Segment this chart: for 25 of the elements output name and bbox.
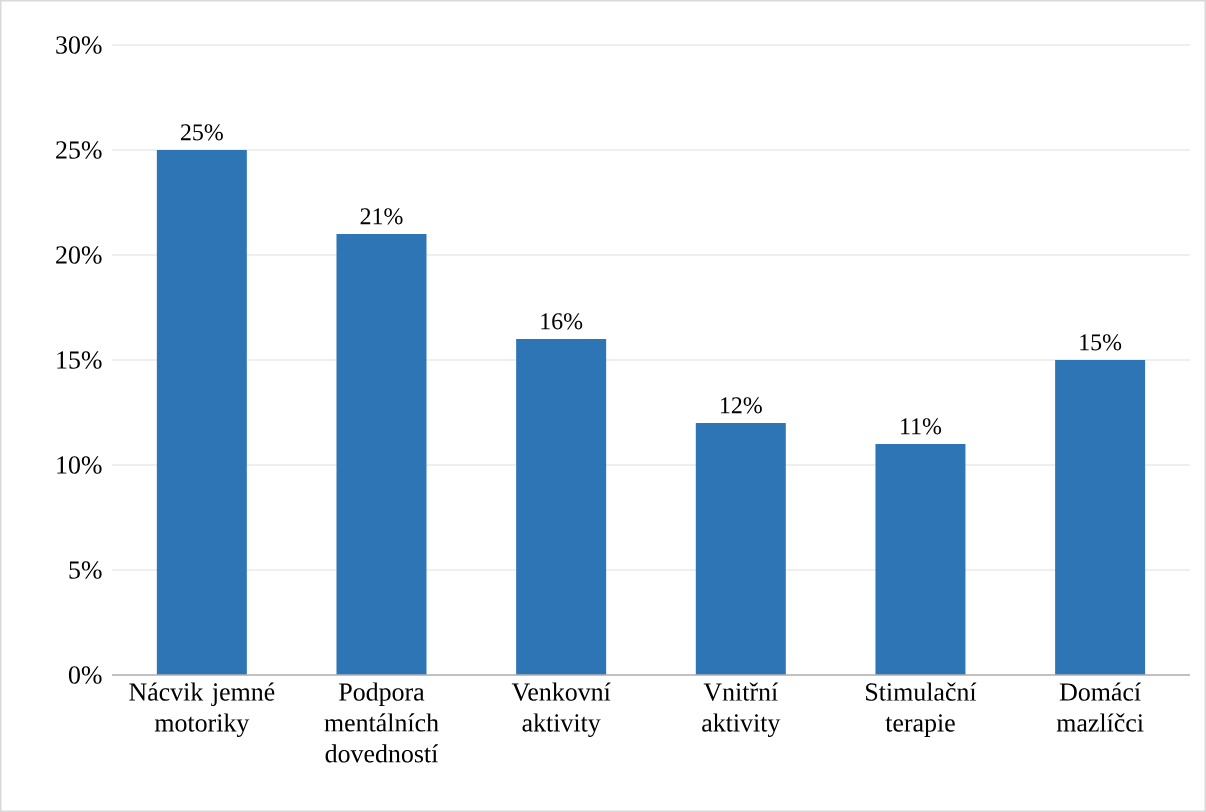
y-tick-label: 5%	[69, 561, 102, 579]
data-label: 11%	[901, 418, 942, 435]
y-tick-label: 20%	[56, 246, 102, 264]
x-tick-label: Venkovní aktivity	[511, 682, 611, 737]
x-tick-label: Nácvik jemné motoriky	[129, 682, 275, 737]
y-tick-label: 25%	[56, 141, 102, 159]
bar	[516, 338, 607, 675]
data-label: 15%	[1080, 334, 1122, 351]
bar	[156, 149, 247, 675]
data-label: 12%	[720, 397, 762, 414]
y-tick-label: 15%	[57, 351, 102, 369]
bar	[695, 422, 786, 675]
x-tick-label: Podpora mentálních dovedností	[324, 682, 439, 763]
data-label: 25%	[180, 124, 223, 141]
data-label: 16%	[541, 313, 583, 330]
bar	[336, 233, 427, 675]
x-tick-label: Stimulační terapie	[866, 682, 977, 737]
y-tick-label: 30%	[56, 36, 102, 54]
y-tick-label: 0%	[68, 666, 102, 684]
data-label: 21%	[360, 208, 403, 225]
bar	[875, 443, 966, 675]
x-tick-label: Domácí mazlíčci	[1056, 682, 1144, 732]
bar	[1055, 359, 1146, 675]
x-tick-label: Vnitřní aktivity	[702, 682, 781, 738]
y-tick-label: 10%	[57, 456, 102, 474]
